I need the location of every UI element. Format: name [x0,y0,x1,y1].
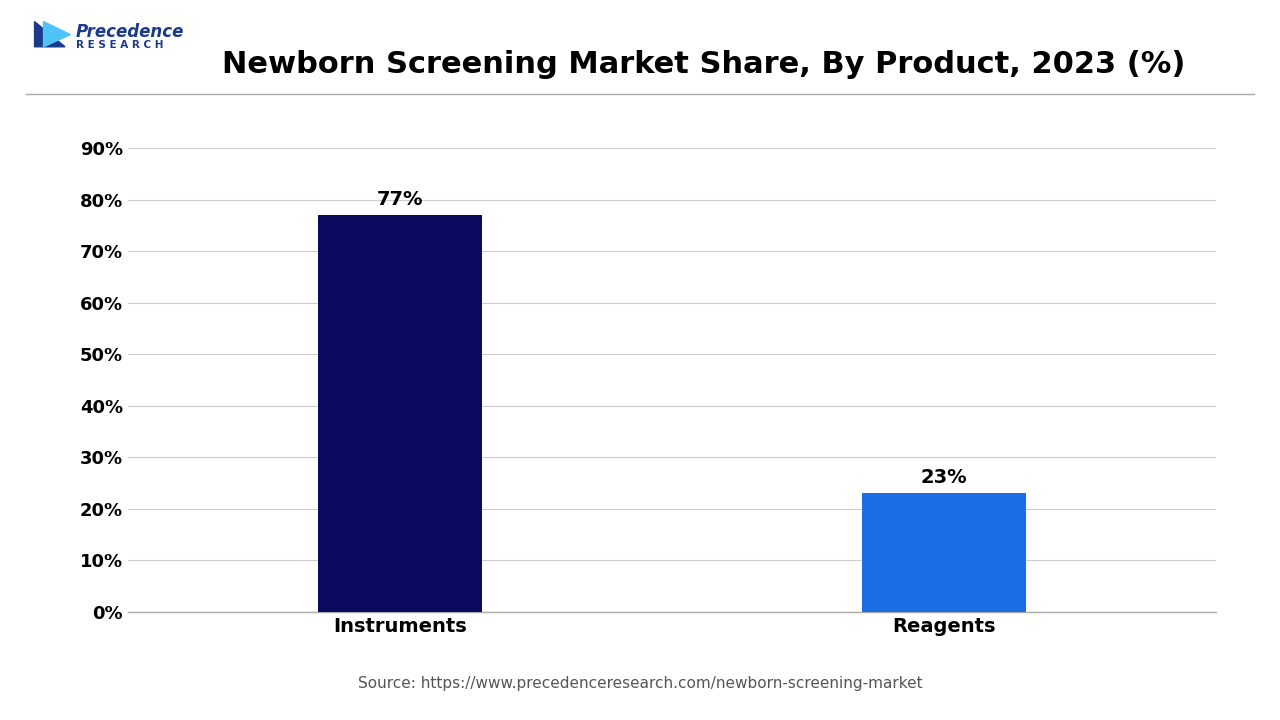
Text: R E S E A R C H: R E S E A R C H [76,40,164,50]
Text: 77%: 77% [376,190,424,209]
Text: 23%: 23% [920,468,968,487]
Bar [863,493,1025,612]
Bar [319,215,481,612]
Polygon shape [44,22,70,47]
Polygon shape [35,22,65,47]
Text: Precedence: Precedence [76,23,184,41]
Text: Newborn Screening Market Share, By Product, 2023 (%): Newborn Screening Market Share, By Produ… [223,50,1185,79]
Text: Source: https://www.precedenceresearch.com/newborn-screening-market: Source: https://www.precedenceresearch.c… [357,676,923,691]
